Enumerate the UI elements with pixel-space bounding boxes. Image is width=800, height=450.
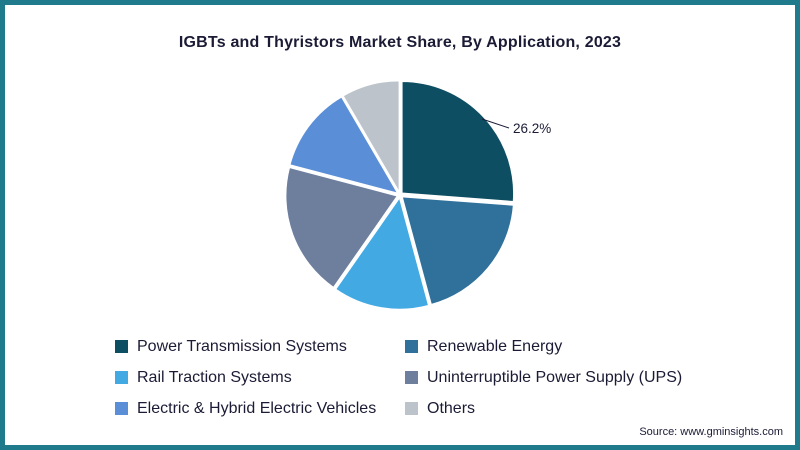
legend-swatch [115, 340, 128, 353]
legend-item: Uninterruptible Power Supply (UPS) [405, 368, 682, 387]
legend-item: Rail Traction Systems [115, 368, 405, 387]
legend-swatch [405, 340, 418, 353]
legend-swatch [115, 402, 128, 415]
pie-slice-renewable-energy [400, 195, 515, 306]
legend-label: Renewable Energy [427, 337, 563, 355]
legend-label: Rail Traction Systems [137, 368, 292, 386]
legend-label: Power Transmission Systems [137, 337, 347, 355]
legend-swatch [115, 371, 128, 384]
legend-item: Renewable Energy [405, 337, 682, 356]
source-text: Source: www.gminsights.com [639, 426, 783, 438]
pie-slice-power-transmission-systems [401, 80, 515, 203]
pie-slice-rail-traction-systems [334, 195, 430, 311]
pie-slice-electric-hybrid-electric-vehicles [288, 95, 400, 195]
legend-swatch [405, 371, 418, 384]
legend-swatch [405, 402, 418, 415]
callout-line [481, 118, 510, 129]
legend-label: Others [427, 399, 476, 417]
pie-slice-uninterruptible-power-supply-ups [284, 166, 399, 289]
chart-legend: Power Transmission Systems Renewable Ener… [115, 337, 682, 418]
pie-slices [284, 79, 515, 311]
legend-label: Uninterruptible Power Supply (UPS) [427, 368, 683, 386]
pie-slice-others [341, 79, 401, 196]
legend-item: Power Transmission Systems [115, 337, 405, 356]
legend-item: Electric & Hybrid Electric Vehicles [115, 399, 405, 418]
callout-label: 26.2% [513, 121, 551, 136]
legend-item: Others [405, 399, 682, 418]
chart-title: IGBTs and Thyristors Market Share, By Ap… [178, 34, 622, 51]
pie-chart: 26.2% [284, 79, 551, 311]
legend-label: Electric & Hybrid Electric Vehicles [137, 399, 377, 417]
